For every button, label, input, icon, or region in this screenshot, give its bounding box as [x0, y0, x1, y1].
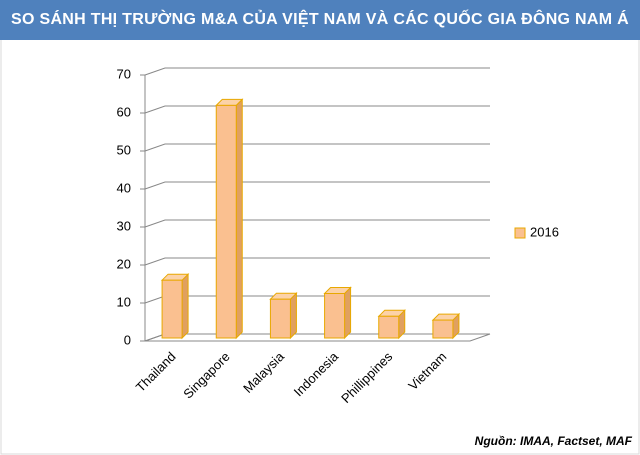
chart-title: SO SÁNH THỊ TRƯỜNG M&A CỦA VIỆT NAM VÀ C…	[0, 0, 640, 40]
x-tick-label: Indonesia	[291, 348, 342, 399]
grid-line	[144, 219, 490, 228]
y-tick-label: 60	[117, 104, 131, 119]
grid-line	[144, 67, 490, 76]
axis-wall	[144, 75, 491, 342]
y-tick-label: 40	[117, 180, 131, 195]
bar-side	[181, 272, 189, 340]
grid-line	[144, 143, 490, 152]
x-tick-label: Vietnam	[405, 349, 449, 393]
x-tick-label: Thailand	[133, 349, 179, 395]
grid-line	[144, 105, 490, 114]
grid-line	[144, 295, 490, 304]
y-tick-label: 20	[117, 256, 131, 271]
y-tick-label: 30	[117, 218, 131, 233]
bar-side	[289, 291, 297, 340]
bar	[378, 315, 400, 339]
x-tick-label: Malaysia	[240, 348, 287, 395]
legend-label: 2016	[530, 224, 559, 239]
y-tick-label: 10	[117, 294, 131, 309]
source-note: Nguồn: IMAA, Factset, MAF	[475, 434, 633, 448]
grid-line	[144, 257, 490, 266]
bar-side	[344, 286, 352, 340]
bar	[324, 293, 346, 339]
bar	[432, 319, 454, 339]
bar	[269, 298, 291, 339]
grid-line	[144, 181, 490, 190]
bar	[161, 279, 183, 339]
legend-swatch	[514, 227, 526, 239]
x-tick-label: Singapore	[180, 349, 233, 402]
bar	[215, 104, 237, 339]
y-tick-label: 50	[117, 142, 131, 157]
x-tick-label: Phillippines	[338, 349, 395, 406]
y-tick-label: 70	[117, 66, 131, 81]
bar-side	[235, 98, 243, 340]
y-tick-label: 0	[124, 332, 131, 347]
